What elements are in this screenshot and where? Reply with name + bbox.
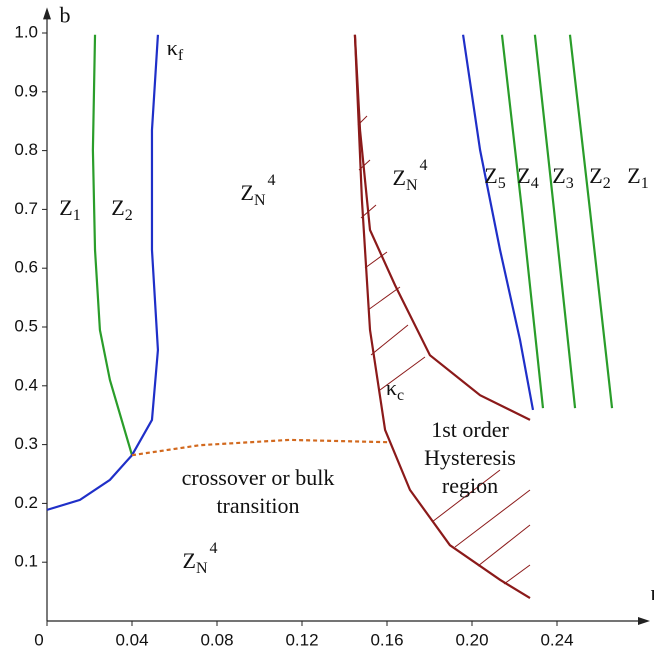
annotation-text: Z xyxy=(111,195,124,220)
x-tick-label: 0.08 xyxy=(200,630,233,649)
annotation-text: Z xyxy=(59,195,72,220)
annotation: Z2 xyxy=(111,195,132,224)
annotation-text: Z xyxy=(589,163,602,188)
x-axis-label: κ xyxy=(650,580,654,605)
y-arrow xyxy=(43,7,51,20)
y-tick-label: 0.6 xyxy=(14,258,38,277)
y-tick-label: 0.2 xyxy=(14,493,38,512)
annotation: region xyxy=(442,473,498,498)
annotation-text: κ xyxy=(167,35,178,60)
annotation-sup: 4 xyxy=(210,540,218,557)
annotation: κc xyxy=(386,375,404,404)
annotation-sup: 4 xyxy=(420,157,428,174)
annotation-text: 1st order xyxy=(431,417,509,442)
annotation-text: Hysteresis xyxy=(424,445,516,470)
annotation-text: Z xyxy=(627,163,640,188)
annotation-sub: f xyxy=(178,47,184,64)
annotation: ZN4 xyxy=(240,172,275,209)
x-arrow xyxy=(638,617,650,625)
annotation: 1st order xyxy=(431,417,509,442)
annotation: κf xyxy=(167,35,184,64)
annotation-sup: 4 xyxy=(268,172,276,189)
annotation-sub: N xyxy=(406,177,418,194)
annotation: transition xyxy=(216,493,299,518)
y-tick-label: 0.9 xyxy=(14,81,38,100)
x-tick-label: 0.12 xyxy=(285,630,318,649)
y-tick-label: 0.4 xyxy=(14,375,38,394)
annotation: Hysteresis xyxy=(424,445,516,470)
annotation-sub: 4 xyxy=(531,175,539,192)
curve xyxy=(353,34,531,421)
curve xyxy=(131,438,391,457)
x-tick-label: 0.20 xyxy=(455,630,488,649)
y-tick-label: 0.7 xyxy=(14,199,38,218)
annotation-text: transition xyxy=(216,493,299,518)
annotation: crossover or bulk xyxy=(182,465,335,490)
y-tick-label: 0.3 xyxy=(14,434,38,453)
annotation: Z1 xyxy=(627,163,648,192)
annotation-text: Z xyxy=(552,163,565,188)
annotation: Z1 xyxy=(59,195,80,224)
annotation-text: region xyxy=(442,473,498,498)
y-tick-label: 1.0 xyxy=(14,22,38,41)
annotation: Z5 xyxy=(484,163,505,192)
curve xyxy=(353,34,531,600)
x-tick-label: 0.24 xyxy=(540,630,573,649)
curve xyxy=(533,34,577,409)
annotation-text: Z xyxy=(240,180,253,205)
x-tick-label: 0 xyxy=(34,630,43,649)
annotation-sub: 5 xyxy=(498,175,506,192)
annotation: Z4 xyxy=(517,163,538,192)
annotation-text: Z xyxy=(517,163,530,188)
annotation-sub: 1 xyxy=(73,207,81,224)
annotation-sub: 2 xyxy=(125,207,133,224)
annotation-text: crossover or bulk xyxy=(182,465,335,490)
curve xyxy=(500,34,545,409)
annotation-text: Z xyxy=(182,548,195,573)
curve xyxy=(46,34,160,511)
annotation-sub: 1 xyxy=(641,175,649,192)
annotation: ZN4 xyxy=(392,157,427,194)
x-tick-label: 0.16 xyxy=(370,630,403,649)
y-tick-label: 0.1 xyxy=(14,552,38,571)
y-axis-label: b xyxy=(60,2,71,27)
annotation-text: κ xyxy=(386,375,397,400)
annotation: ZN4 xyxy=(182,540,217,577)
curve xyxy=(461,34,535,411)
annotation: Z2 xyxy=(589,163,610,192)
hatching xyxy=(357,115,531,585)
curve xyxy=(91,34,134,456)
annotation-text: Z xyxy=(484,163,497,188)
annotation-sub: N xyxy=(254,192,266,209)
annotation-text: Z xyxy=(392,165,405,190)
y-tick-label: 0.5 xyxy=(14,316,38,335)
annotation-sub: N xyxy=(196,560,208,577)
annotation-sub: 2 xyxy=(603,175,611,192)
y-tick-label: 0.8 xyxy=(14,140,38,159)
x-tick-label: 0.04 xyxy=(115,630,148,649)
annotation: Z3 xyxy=(552,163,573,192)
annotation-sub: 3 xyxy=(566,175,574,192)
curve xyxy=(568,34,614,409)
annotation-sub: c xyxy=(397,387,404,404)
